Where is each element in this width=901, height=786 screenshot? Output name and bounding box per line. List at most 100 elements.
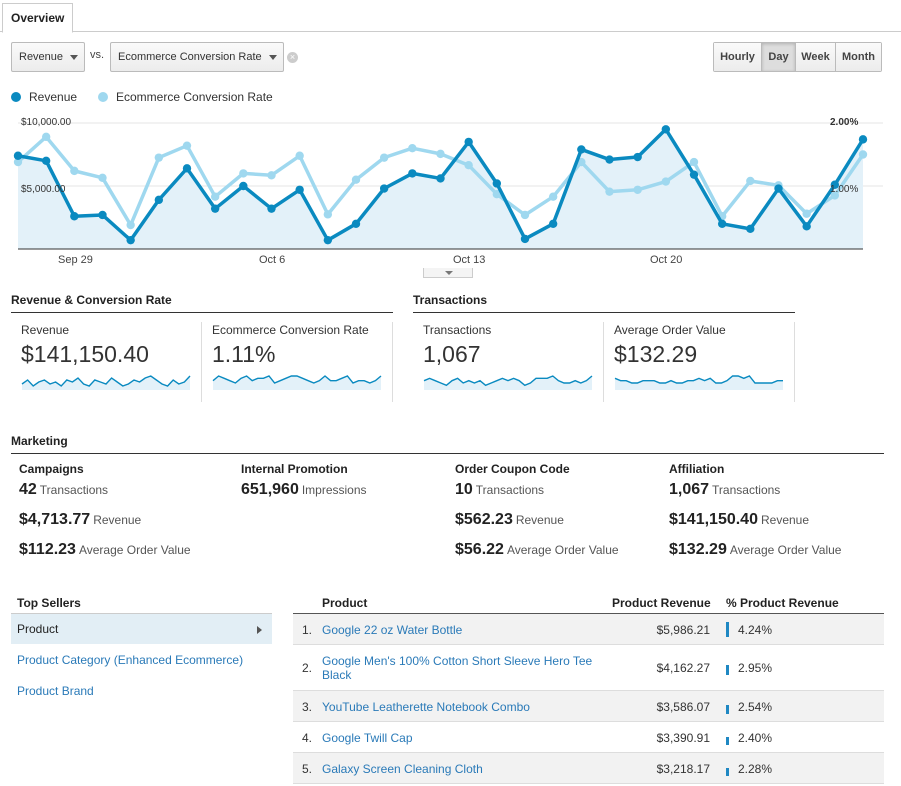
- affiliation-aov-unit: Average Order Value: [729, 543, 842, 557]
- revenue-share-bar: [726, 736, 729, 745]
- vs-label: vs.: [90, 49, 105, 61]
- conversion-metric-value: 1.11%: [212, 341, 276, 367]
- affiliation-transactions[interactable]: 1,067 Transactions: [669, 481, 841, 511]
- transactions-section-title: Transactions: [413, 293, 795, 313]
- revenue-point: [323, 235, 333, 245]
- coupon-revenue-value: $562.23: [455, 511, 513, 528]
- revenue-point: [436, 174, 445, 183]
- coupon-transactions-value: 10: [455, 481, 473, 498]
- product-table: Product Product Revenue % Product Revenu…: [293, 592, 884, 784]
- tab-bar: Overview: [0, 0, 901, 33]
- product-link[interactable]: YouTube Leatherette Notebook Combo: [322, 700, 530, 714]
- granularity-button-group: Hourly Day Week Month: [713, 42, 882, 72]
- product-revenue: $5,986.21: [656, 623, 710, 637]
- conversion-metric[interactable]: Ecommerce Conversion Rate 1.11%: [212, 322, 384, 402]
- conversion-point: [41, 132, 51, 142]
- coupon-title: Order Coupon Code: [455, 462, 570, 476]
- revenue-point: [41, 156, 51, 165]
- internal-promotion-impressions-value: 651,960: [241, 481, 299, 498]
- marketing-affiliation: Affiliation 1,067 Transactions $141,150.4…: [669, 462, 841, 571]
- product-revenue: $4,162.27: [656, 661, 710, 675]
- coupon-transactions[interactable]: 10 Transactions: [455, 481, 619, 511]
- metric-1-select-value: Revenue: [19, 51, 64, 63]
- remove-comparison-icon[interactable]: ×: [287, 52, 298, 63]
- conversion-point: [408, 144, 417, 153]
- revenue-point: [464, 137, 473, 147]
- col-pct-product-revenue[interactable]: % Product Revenue: [726, 596, 839, 610]
- col-product-revenue[interactable]: Product Revenue: [612, 596, 711, 610]
- revenue-point: [239, 181, 248, 191]
- coupon-aov[interactable]: $56.22 Average Order Value: [455, 541, 619, 571]
- y-right-tick-top: 2.00%: [830, 117, 859, 128]
- revenue-point: [605, 155, 614, 164]
- aov-metric[interactable]: Average Order Value $132.29: [614, 322, 786, 402]
- coupon-aov-unit: Average Order Value: [506, 543, 619, 557]
- revenue-point: [774, 184, 783, 193]
- conversion-sparkline: [212, 375, 382, 390]
- conversion-point: [379, 153, 389, 162]
- revenue-area: [18, 129, 863, 249]
- sparkline-area: [615, 376, 783, 390]
- legend-revenue-label: Revenue: [29, 90, 78, 104]
- internal-promotion-impressions[interactable]: 651,960 Impressions: [241, 481, 367, 511]
- revenue-point: [210, 204, 220, 213]
- aov-metric-label: Average Order Value: [614, 323, 726, 337]
- week-button[interactable]: Week: [795, 43, 835, 71]
- top-sellers-product-category[interactable]: Product Category (Enhanced Ecommerce): [17, 653, 244, 667]
- divider: [201, 322, 202, 402]
- conversion-point: [154, 153, 164, 162]
- revenue-share-bar: [726, 705, 729, 714]
- sparkline-area: [22, 376, 190, 390]
- coupon-revenue[interactable]: $562.23 Revenue: [455, 511, 619, 541]
- transactions-metric-value: 1,067: [423, 341, 481, 367]
- marketing-section-title: Marketing: [11, 434, 884, 454]
- revenue-point: [267, 204, 276, 213]
- legend-revenue: Revenue: [11, 90, 77, 104]
- campaigns-aov[interactable]: $112.23 Average Order Value: [19, 541, 191, 571]
- rev-conv-section-title: Revenue & Conversion Rate: [11, 293, 393, 313]
- product-link[interactable]: Google Twill Cap: [322, 731, 413, 745]
- metric-1-select[interactable]: Revenue: [11, 42, 85, 72]
- revenue-point: [126, 235, 135, 245]
- sparkline-area: [213, 376, 381, 390]
- row-index: 4.: [302, 731, 313, 745]
- tab-overview[interactable]: Overview: [2, 3, 74, 33]
- affiliation-transactions-value: 1,067: [669, 481, 710, 498]
- col-product[interactable]: Product: [322, 596, 368, 610]
- affiliation-aov[interactable]: $132.29 Average Order Value: [669, 541, 841, 571]
- revenue-point: [295, 185, 304, 194]
- revenue-share-bar: [726, 767, 729, 776]
- campaigns-transactions[interactable]: 42 Transactions: [19, 481, 191, 511]
- conversion-point: [464, 161, 473, 170]
- affiliation-aov-value: $132.29: [669, 541, 727, 558]
- row-index: 2.: [302, 661, 313, 675]
- sparkline-line: [212, 375, 382, 384]
- product-link[interactable]: Galaxy Screen Cleaning Cloth: [322, 762, 483, 776]
- affiliation-title: Affiliation: [669, 462, 725, 476]
- legend-conversion: Ecommerce Conversion Rate: [98, 90, 273, 104]
- top-sellers-product-brand[interactable]: Product Brand: [17, 684, 94, 698]
- product-link[interactable]: Google Men's 100% Cotton Short Sleeve He…: [322, 654, 593, 682]
- row-index: 1.: [302, 623, 313, 637]
- product-link[interactable]: Google 22 oz Water Bottle: [322, 623, 463, 637]
- collapse-chart-toggle[interactable]: [423, 268, 473, 278]
- transactions-metric[interactable]: Transactions 1,067: [423, 322, 595, 402]
- revenue-legend-dot: [11, 92, 21, 102]
- metric-2-select[interactable]: Ecommerce Conversion Rate: [110, 42, 284, 72]
- campaigns-aov-unit: Average Order Value: [78, 543, 191, 557]
- revenue-point: [379, 184, 389, 193]
- campaigns-revenue[interactable]: $4,713.77 Revenue: [19, 511, 191, 541]
- conversion-point: [830, 191, 840, 200]
- month-button[interactable]: Month: [835, 43, 881, 71]
- conversion-point: [746, 176, 755, 186]
- revenue-point: [577, 145, 586, 154]
- conversion-point: [436, 149, 445, 159]
- top-sellers-product[interactable]: Product: [11, 613, 272, 644]
- day-button[interactable]: Day: [761, 43, 795, 71]
- hourly-button[interactable]: Hourly: [714, 43, 761, 71]
- table-row: 5. Galaxy Screen Cleaning Cloth $3,218.1…: [293, 753, 884, 784]
- affiliation-revenue[interactable]: $141,150.40 Revenue: [669, 511, 841, 541]
- revenue-metric[interactable]: Revenue $141,150.40: [21, 322, 193, 402]
- table-row: 1. Google 22 oz Water Bottle $5,986.21 4…: [293, 614, 884, 645]
- divider: [794, 322, 795, 402]
